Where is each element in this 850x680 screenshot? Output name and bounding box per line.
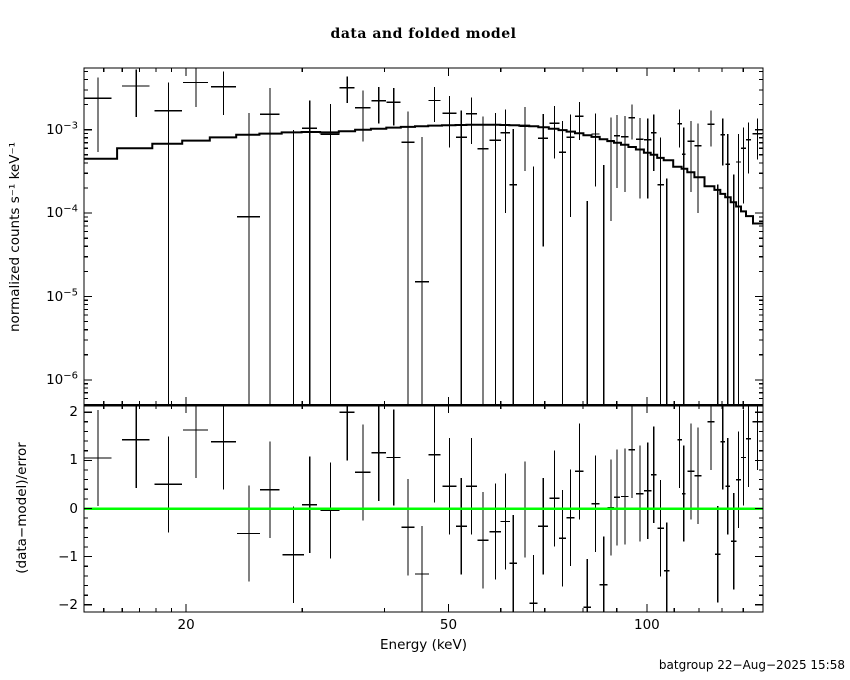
y-tick-label: 2 bbox=[69, 404, 78, 421]
y-tick-label: −2 bbox=[58, 596, 78, 613]
y-tick-label: −1 bbox=[58, 548, 78, 565]
y-tick-label: 10−3 bbox=[46, 120, 78, 138]
y-tick-label: 0 bbox=[69, 500, 78, 517]
plot-title: data and folded model bbox=[330, 26, 517, 42]
timestamp-stamp: batgroup 22−Aug−2025 15:58 bbox=[658, 658, 845, 672]
y-tick-label: 10−4 bbox=[46, 203, 78, 222]
x-tick-label: 100 bbox=[634, 617, 660, 633]
y-tick-label: 1 bbox=[69, 452, 78, 469]
x-tick-label: 20 bbox=[177, 617, 195, 633]
x-axis-label: Energy (keV) bbox=[380, 637, 467, 653]
x-tick-label: 50 bbox=[439, 617, 458, 633]
y-tick-label: 10−6 bbox=[46, 370, 78, 388]
model-step-line bbox=[84, 123, 763, 225]
y-tick-label: 10−5 bbox=[46, 287, 78, 305]
